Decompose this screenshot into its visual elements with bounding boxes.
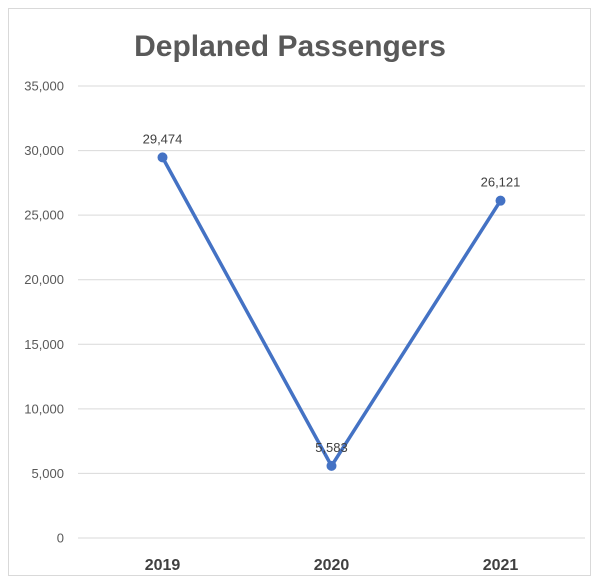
x-tick-label: 2019 <box>145 557 181 574</box>
y-tick-label: 5,000 <box>31 466 64 481</box>
series-line <box>160 155 503 468</box>
gridlines <box>78 85 585 539</box>
data-point <box>157 152 168 163</box>
data-label: 29,474 <box>143 131 183 146</box>
x-tick-label: 2020 <box>314 557 350 574</box>
data-label: 5,583 <box>315 440 348 455</box>
y-tick-label: 0 <box>57 531 64 546</box>
y-tick-label: 25,000 <box>24 208 64 223</box>
y-tick-label: 35,000 <box>24 79 64 94</box>
line-chart: Deplaned Passengers 0 5,000 10,000 15,000 20… <box>24 30 585 574</box>
x-axis: 2019 2020 2021 <box>145 557 519 574</box>
chart-title: Deplaned Passengers <box>134 30 446 63</box>
y-tick-label: 15,000 <box>24 337 64 352</box>
data-point <box>326 460 337 471</box>
chart-frame: Deplaned Passengers 0 5,000 10,000 15,000 20… <box>8 8 591 576</box>
y-tick-label: 20,000 <box>24 272 64 287</box>
y-tick-label: 30,000 <box>24 143 64 158</box>
x-tick-label: 2021 <box>483 557 519 574</box>
data-label: 26,121 <box>481 175 521 190</box>
y-tick-label: 10,000 <box>24 401 64 416</box>
series-deplaned-passengers <box>157 152 506 471</box>
data-point <box>495 195 506 206</box>
y-axis: 0 5,000 10,000 15,000 20,000 25,000 30,000 35,0… <box>24 79 64 546</box>
data-labels: 29,474 5,583 26,121 <box>143 131 521 455</box>
